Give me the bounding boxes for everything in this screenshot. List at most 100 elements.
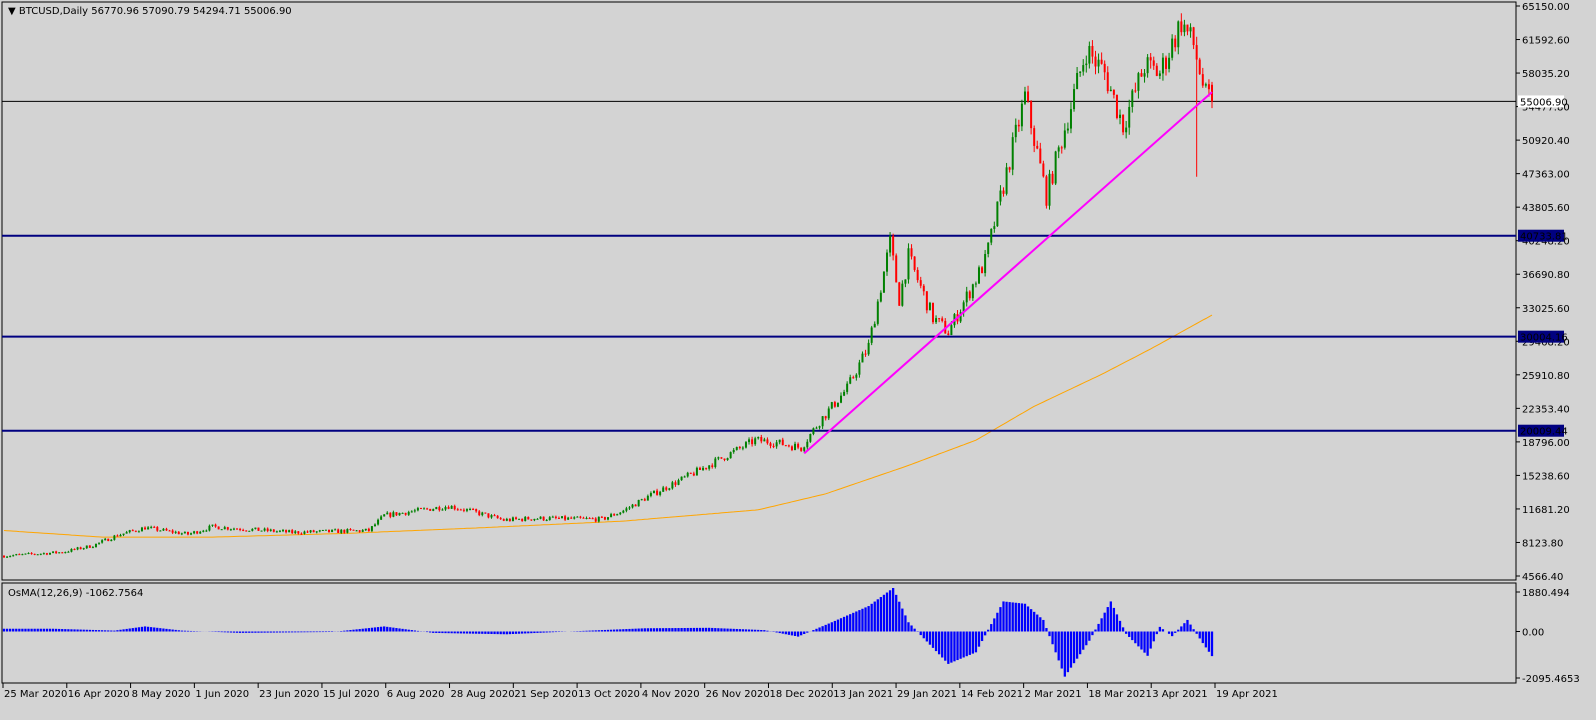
candle-bearish [1002,190,1005,194]
candle-bullish [1189,27,1192,32]
candle-bearish [852,377,855,379]
candle-bullish [101,540,104,543]
candle-bullish [815,427,818,429]
candle-bullish [303,531,306,534]
candle-bullish [640,499,643,501]
candle-bearish [1091,45,1094,57]
candle-bearish [723,458,726,461]
candle-bearish [564,516,567,520]
candle-bullish [125,532,128,534]
candle-bearish [557,517,560,519]
candle-bearish [499,518,502,520]
candle-bearish [603,517,606,520]
candle-bullish [110,539,113,542]
candle-bullish [104,538,107,541]
candle-bearish [968,291,971,299]
y-tick-label: 18796.00 [1522,438,1570,449]
candle-bullish [597,516,600,522]
candle-bearish [496,515,499,519]
candle-bullish [248,530,251,532]
y-tick-label: 43805.60 [1522,203,1570,214]
candle-bullish [812,428,815,435]
candle-bearish [429,508,432,511]
candle-bullish [398,512,401,516]
candle-bearish [895,255,898,283]
candle-bullish [1128,106,1131,128]
candle-bearish [462,509,465,511]
candle-bearish [1155,65,1158,76]
candle-bearish [1140,73,1143,77]
candle-bearish [1186,24,1189,32]
candle-bearish [156,527,159,531]
candle-bearish [738,447,741,449]
x-tick-label: 29 Jan 2021 [897,689,957,700]
x-tick-label: 19 Apr 2021 [1216,689,1278,700]
candle-bearish [720,457,723,459]
candle-bullish [211,524,214,526]
candle-bearish [177,531,180,535]
candle-bullish [370,526,373,531]
candle-bullish [879,292,882,302]
candle-bullish [6,556,9,558]
candle-bullish [1063,130,1066,148]
candle-bullish [423,508,426,510]
candle-bullish [355,530,358,532]
candle-bullish [996,201,999,227]
candle-bearish [239,528,242,530]
x-tick-label: 18 Mar 2021 [1088,689,1151,700]
candle-bullish [377,519,380,525]
candle-bullish [1125,127,1128,133]
candle-bullish [977,267,980,284]
candle-bearish [1060,147,1063,149]
candle-bullish [683,476,686,478]
candle-bullish [714,458,717,467]
candle-bullish [373,524,376,527]
candle-bearish [245,530,248,532]
candle-bullish [748,439,751,443]
candle-bearish [674,482,677,485]
candle-bullish [1057,147,1060,152]
candle-bullish [849,377,852,384]
collapse-arrow-icon[interactable]: ▼ [8,6,19,17]
x-tick-label: 6 Aug 2020 [387,689,445,700]
candle-bearish [898,282,901,306]
candle-bearish [1134,90,1137,92]
candle-bullish [94,543,97,548]
candle-bearish [530,519,533,521]
candle-bullish [1005,167,1008,194]
candle-bearish [165,528,168,531]
candle-bullish [616,514,619,516]
candle-bullish [806,441,809,448]
candle-bearish [698,467,701,470]
candle-bullish [251,528,254,531]
y-tick-label: 22353.40 [1522,404,1570,415]
candle-bullish [1143,73,1146,77]
candle-bullish [809,434,812,442]
candle-bullish [561,516,564,519]
candle-bullish [987,242,990,254]
candle-bullish [821,416,824,427]
candle-bearish [55,551,58,554]
candle-bearish [1201,74,1204,86]
candle-bullish [904,279,907,284]
osma-y-tick-label: 0.00 [1522,628,1544,639]
candle-bullish [1011,137,1014,170]
candle-bearish [312,530,315,533]
trendline[interactable] [803,91,1213,455]
x-tick-label: 8 May 2020 [132,689,191,700]
candle-bearish [18,554,21,556]
candle-bullish [263,528,266,531]
candle-bullish [174,531,177,533]
candle-bullish [1177,21,1180,48]
moving-average-line [3,314,1213,538]
candle-bullish [1014,124,1017,138]
candle-bullish [702,467,705,470]
candle-bearish [1008,167,1011,170]
candle-bullish [282,530,285,532]
candle-bearish [766,439,769,444]
y-tick-label: 15238.60 [1522,471,1570,482]
candle-bullish [907,248,910,280]
candle-bullish [950,325,953,336]
